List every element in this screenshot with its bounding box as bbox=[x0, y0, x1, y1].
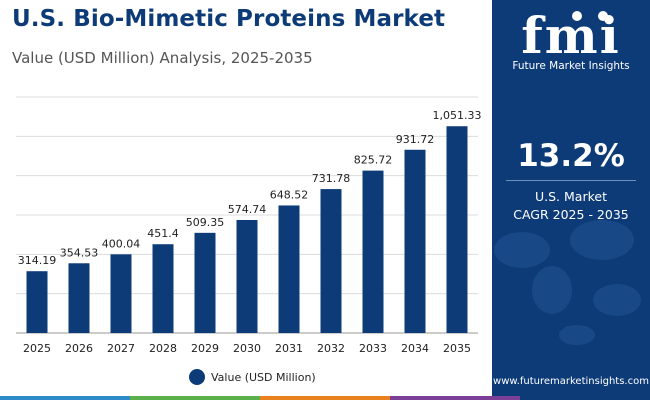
bar-2030 bbox=[236, 219, 258, 333]
cagr-label-line2: CAGR 2025 - 2035 bbox=[513, 207, 629, 222]
legend: Value (USD Million) bbox=[189, 369, 316, 385]
logo-dot-icon bbox=[598, 11, 608, 21]
x-axis-ticks: 2025 2026 2027 2028 2029 2030 2031 2032 2033 2034… bbox=[23, 342, 471, 355]
world-map-pattern bbox=[494, 220, 641, 345]
x-tick-2025: 2025 bbox=[23, 342, 51, 355]
data-label-2026: 354.53 bbox=[60, 246, 99, 259]
bar-2034 bbox=[404, 149, 426, 333]
x-tick-2035: 2035 bbox=[443, 342, 471, 355]
bar-2033 bbox=[362, 170, 384, 333]
fmi-logo[interactable]: fmi Future Market Insights bbox=[492, 8, 650, 74]
x-tick-2027: 2027 bbox=[107, 342, 135, 355]
cagr-label-line1: U.S. Market bbox=[535, 189, 607, 204]
data-label-2027: 400.04 bbox=[102, 237, 141, 250]
strip-segment bbox=[130, 396, 260, 400]
legend-marker bbox=[189, 369, 205, 385]
strip-segment bbox=[260, 396, 390, 400]
bar-2027 bbox=[110, 254, 132, 333]
x-tick-2029: 2029 bbox=[191, 342, 219, 355]
legend-label: Value (USD Million) bbox=[211, 371, 316, 384]
x-tick-2034: 2034 bbox=[401, 342, 429, 355]
strip-segment bbox=[390, 396, 520, 400]
data-label-2028: 451.4 bbox=[147, 227, 179, 240]
bar-2026 bbox=[68, 263, 90, 333]
x-tick-2032: 2032 bbox=[317, 342, 345, 355]
data-label-2034: 931.72 bbox=[396, 133, 435, 146]
strip-segment bbox=[520, 396, 650, 400]
x-tick-2030: 2030 bbox=[233, 342, 261, 355]
cagr-value: 13.2% bbox=[517, 138, 625, 174]
data-label-2031: 648.52 bbox=[270, 188, 309, 201]
fmi-logo-mark: fmi bbox=[521, 8, 618, 58]
bottom-color-strip bbox=[0, 396, 650, 400]
bar-2035 bbox=[446, 126, 468, 333]
data-label-2025: 314.19 bbox=[18, 254, 57, 267]
bar-2031 bbox=[278, 205, 300, 333]
data-label-2032: 731.78 bbox=[312, 172, 351, 185]
bar-2029 bbox=[194, 232, 216, 333]
logo-dot-icon bbox=[572, 11, 582, 21]
data-label-2030: 574.74 bbox=[228, 203, 267, 216]
side-panel: fmi Future Market Insights 13.2% U.S. Ma… bbox=[492, 0, 650, 400]
x-tick-2031: 2031 bbox=[275, 342, 303, 355]
chart-title: U.S. Bio-Mimetic Proteins Market bbox=[12, 6, 446, 32]
data-label-2029: 509.35 bbox=[186, 216, 225, 229]
bar-2032 bbox=[320, 189, 342, 333]
logo-text: Future Market Insights bbox=[512, 60, 630, 72]
bars bbox=[26, 126, 468, 333]
x-tick-2028: 2028 bbox=[149, 342, 177, 355]
website-link[interactable]: www.futuremarketinsights.com bbox=[493, 376, 649, 387]
chart-subtitle: Value (USD Million) Analysis, 2025-2035 bbox=[12, 49, 313, 67]
bar-2025 bbox=[26, 271, 48, 333]
bar-2028 bbox=[152, 244, 174, 333]
x-tick-2026: 2026 bbox=[65, 342, 93, 355]
strip-segment bbox=[0, 396, 130, 400]
data-label-2035: 1,051.33 bbox=[433, 109, 482, 122]
x-tick-2033: 2033 bbox=[359, 342, 387, 355]
cagr-divider bbox=[506, 180, 636, 181]
cagr-label: U.S. Market CAGR 2025 - 2035 bbox=[492, 188, 650, 224]
data-label-2033: 825.72 bbox=[354, 154, 393, 167]
